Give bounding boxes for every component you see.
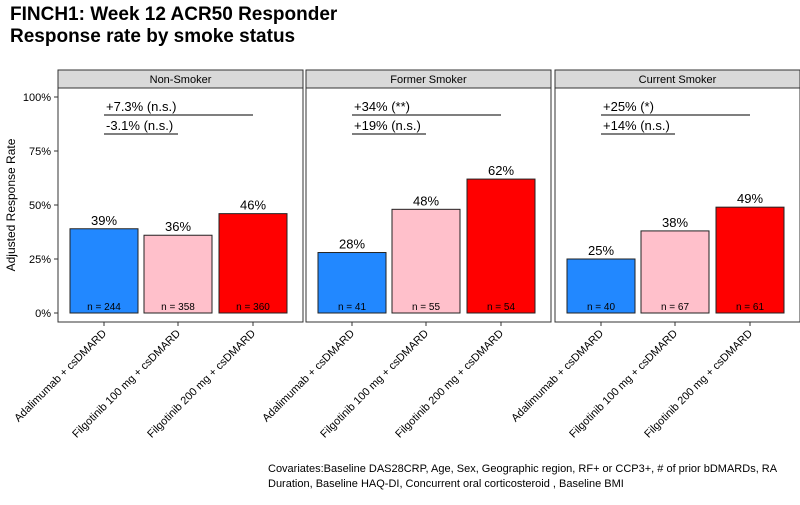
comparison-label: -3.1% (n.s.) bbox=[106, 118, 173, 133]
bar-n-label: n = 67 bbox=[661, 302, 690, 313]
comparison-label: +19% (n.s.) bbox=[354, 118, 421, 133]
bar-value-label: 62% bbox=[488, 163, 514, 178]
bar bbox=[466, 178, 536, 314]
faceted-bar-chart: Adjusted Response Rate 0% 25% 50% 75% 100% Non… bbox=[4, 69, 800, 441]
bar bbox=[317, 252, 387, 314]
bar-value-label: 25% bbox=[588, 243, 614, 258]
chart-subtitle: Response rate by smoke status bbox=[10, 26, 296, 47]
y-tick-label: 50% bbox=[29, 200, 51, 212]
bar-value-label: 48% bbox=[413, 193, 439, 208]
bar-n-label: n = 61 bbox=[736, 302, 765, 313]
bar-n-label: n = 244 bbox=[87, 302, 121, 313]
bar-n-label: n = 360 bbox=[236, 302, 270, 313]
caption-line-2: Duration, Baseline HAQ-DI, Concurrent or… bbox=[268, 478, 624, 490]
facet-label-1: Non-Smoker bbox=[150, 74, 212, 86]
comparison-label: +14% (n.s.) bbox=[603, 118, 670, 133]
panel-border-3 bbox=[554, 87, 800, 323]
panel-border-2 bbox=[305, 87, 552, 323]
facet-label-2: Former Smoker bbox=[390, 74, 467, 86]
bar bbox=[391, 208, 461, 314]
bar bbox=[566, 258, 636, 314]
facet-label-3: Current Smoker bbox=[639, 74, 717, 86]
y-tick-label: 25% bbox=[29, 254, 51, 266]
bar bbox=[640, 230, 710, 314]
bar bbox=[69, 228, 139, 314]
chart-title: FINCH1: Week 12 ACR50 Responder bbox=[10, 4, 338, 25]
comparison-label: +7.3% (n.s.) bbox=[106, 99, 176, 114]
y-tick-label: 100% bbox=[23, 92, 51, 104]
bar-value-label: 49% bbox=[737, 191, 763, 206]
chart-title-block: FINCH1: Week 12 ACR50 Responder Response… bbox=[10, 4, 337, 48]
bar-value-label: 38% bbox=[662, 215, 688, 230]
covariates-caption: Covariates:Baseline DAS28CRP, Age, Sex, … bbox=[268, 462, 788, 492]
bar bbox=[218, 213, 288, 314]
bar-value-label: 28% bbox=[339, 237, 365, 252]
comparison-label: +34% (**) bbox=[354, 99, 410, 114]
bar-n-label: n = 358 bbox=[161, 302, 195, 313]
y-tick-label: 0% bbox=[35, 308, 51, 320]
bar-value-label: 46% bbox=[240, 198, 266, 213]
bar-n-label: n = 55 bbox=[412, 302, 441, 313]
bar-value-label: 36% bbox=[165, 219, 191, 234]
panel-border-1 bbox=[57, 87, 304, 323]
caption-line-1: Covariates:Baseline DAS28CRP, Age, Sex, … bbox=[268, 463, 778, 475]
bar bbox=[143, 234, 213, 314]
y-tick-label: 75% bbox=[29, 146, 51, 158]
comparison-label: +25% (*) bbox=[603, 99, 654, 114]
bar-n-label: n = 54 bbox=[487, 302, 516, 313]
bar-n-label: n = 41 bbox=[338, 302, 367, 313]
y-axis-label: Adjusted Response Rate bbox=[4, 138, 18, 271]
bar-n-label: n = 40 bbox=[587, 302, 616, 313]
bar bbox=[715, 206, 785, 314]
bar-value-label: 39% bbox=[91, 213, 117, 228]
